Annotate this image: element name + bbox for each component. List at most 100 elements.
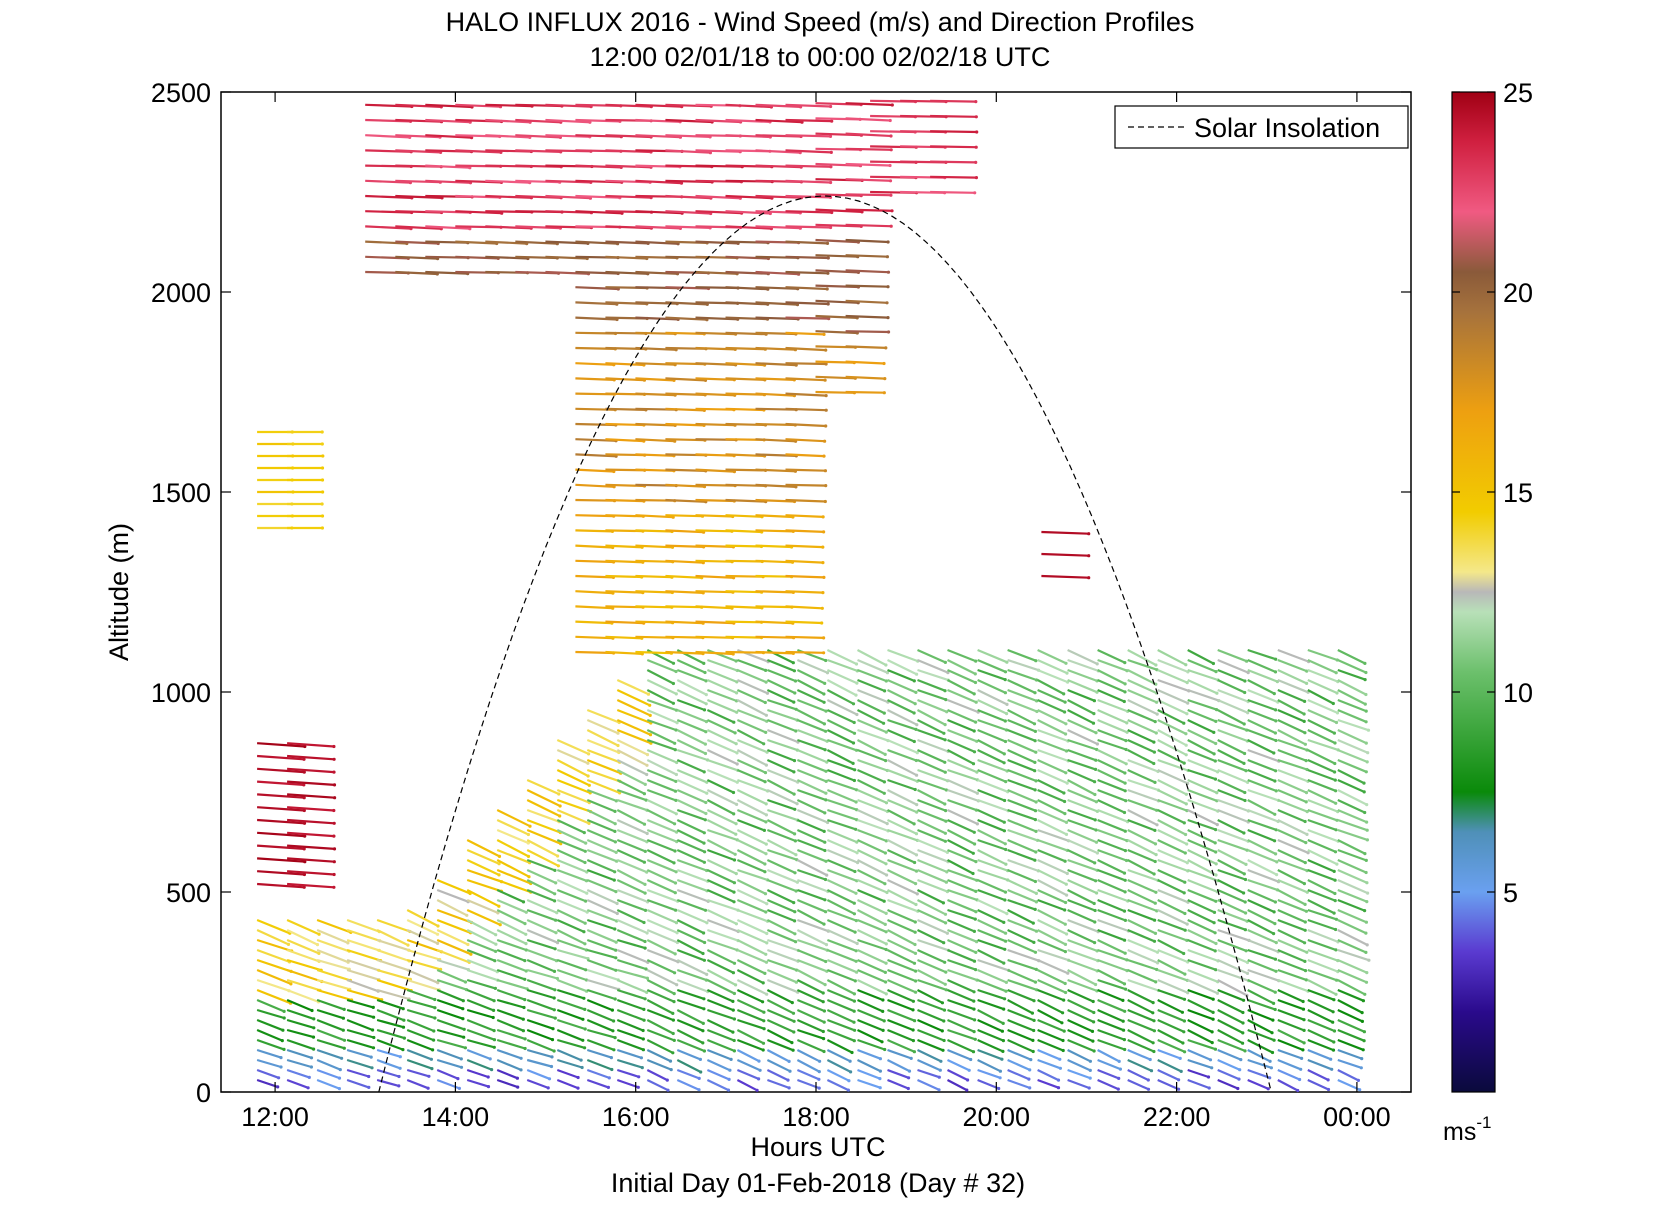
wind-arrow-head bbox=[1303, 941, 1307, 945]
wind-arrow bbox=[665, 498, 706, 503]
wind-arrow-head bbox=[302, 872, 306, 877]
wind-arrow bbox=[1277, 908, 1306, 924]
wind-arrow bbox=[766, 658, 795, 672]
wind-arrow-head bbox=[1214, 862, 1218, 866]
wind-arrow-head bbox=[587, 752, 591, 756]
wind-arrow-head bbox=[944, 880, 949, 884]
wind-arrow-head bbox=[1124, 858, 1129, 863]
wind-arrow bbox=[785, 194, 831, 199]
wind-arrow bbox=[1187, 788, 1218, 802]
wind-arrow bbox=[586, 828, 616, 843]
wind-arrow bbox=[436, 958, 469, 971]
wind-arrow-head bbox=[553, 988, 557, 992]
wind-arrow bbox=[256, 978, 290, 992]
wind-arrow bbox=[946, 749, 975, 765]
wind-arrow-head bbox=[1035, 699, 1039, 703]
wind-arrow-head bbox=[523, 922, 527, 926]
wind-arrow-head bbox=[735, 780, 739, 784]
wind-arrow-head bbox=[943, 912, 948, 916]
wind-arrow-head bbox=[1246, 671, 1250, 675]
wind-arrow bbox=[1247, 1078, 1269, 1090]
wind-arrow-head bbox=[971, 762, 976, 766]
wind-arrow bbox=[1007, 798, 1036, 812]
wind-arrow bbox=[496, 978, 528, 990]
wind-arrow-head bbox=[822, 1049, 826, 1054]
wind-arrow-head bbox=[793, 932, 797, 936]
wind-arrow-head bbox=[401, 1007, 405, 1011]
wind-arrow bbox=[646, 669, 674, 685]
wind-arrow bbox=[1247, 928, 1277, 944]
wind-arrow-head bbox=[888, 163, 892, 168]
wind-arrow bbox=[646, 1039, 674, 1054]
wind-arrow bbox=[707, 938, 738, 952]
wind-arrow-head bbox=[436, 932, 440, 936]
wind-arrow-head bbox=[1365, 838, 1369, 842]
wind-arrow bbox=[676, 1018, 704, 1032]
wind-arrow bbox=[1097, 788, 1127, 802]
wind-arrow-head bbox=[975, 791, 980, 795]
wind-arrow-head bbox=[823, 898, 827, 902]
wind-arrow bbox=[1127, 868, 1159, 882]
wind-arrow-head bbox=[854, 662, 859, 666]
wind-arrow-head bbox=[1364, 670, 1368, 675]
wind-arrow-head bbox=[888, 118, 892, 123]
wind-arrow bbox=[917, 1078, 940, 1091]
wind-arrow-head bbox=[912, 822, 916, 826]
wind-arrow-head bbox=[1004, 862, 1008, 866]
wind-arrow bbox=[1037, 919, 1068, 935]
wind-arrow-head bbox=[672, 861, 676, 865]
wind-arrow bbox=[526, 1048, 553, 1058]
wind-arrow-head bbox=[726, 1088, 731, 1092]
wind-arrow-head bbox=[279, 1056, 283, 1060]
wind-arrow bbox=[1037, 988, 1065, 1002]
wind-arrow bbox=[1307, 668, 1339, 683]
wind-arrow-head bbox=[1005, 702, 1009, 707]
wind-arrow bbox=[526, 879, 556, 895]
wind-arrow bbox=[977, 849, 1007, 866]
wind-arrow-head bbox=[431, 1048, 435, 1052]
wind-arrow bbox=[977, 1028, 1004, 1042]
wind-arrow-head bbox=[642, 1007, 646, 1012]
wind-arrow bbox=[1217, 958, 1248, 975]
wind-arrow-head bbox=[1331, 1020, 1335, 1024]
wind-arrow-head bbox=[853, 930, 857, 934]
wind-arrow-head bbox=[1244, 769, 1248, 773]
wind-arrow-head bbox=[854, 949, 858, 953]
wind-arrow bbox=[1187, 988, 1214, 1001]
wind-arrow-head bbox=[579, 1058, 583, 1062]
wind-arrow bbox=[1007, 718, 1036, 733]
wind-arrow-head bbox=[973, 191, 977, 195]
wind-arrow-head bbox=[972, 999, 976, 1003]
wind-arrow-head bbox=[823, 439, 827, 443]
wind-arrow bbox=[736, 678, 768, 695]
wind-arrow bbox=[917, 748, 946, 764]
wind-arrow bbox=[766, 999, 794, 1015]
wind-arrow bbox=[316, 1068, 340, 1080]
wind-arrow-head bbox=[830, 119, 834, 123]
wind-arrow bbox=[1307, 979, 1337, 996]
wind-arrow-head bbox=[884, 911, 888, 916]
wind-arrow bbox=[665, 529, 704, 534]
wind-arrow bbox=[1307, 1058, 1333, 1071]
wind-arrow-head bbox=[702, 1049, 707, 1053]
wind-arrow bbox=[977, 798, 1009, 812]
wind-arrow-head bbox=[1212, 752, 1216, 756]
wind-arrow-head bbox=[553, 892, 557, 896]
wind-arrow-head bbox=[1090, 1029, 1095, 1033]
wind-arrow bbox=[646, 979, 675, 995]
wind-arrow-head bbox=[882, 361, 886, 366]
wind-arrow bbox=[1037, 1028, 1064, 1042]
wind-arrow bbox=[1217, 838, 1248, 852]
wind-arrow-head bbox=[1063, 710, 1067, 714]
wind-arrow-head bbox=[755, 1088, 759, 1092]
legend-label: Solar Insolation bbox=[1194, 113, 1380, 143]
wind-arrow-head bbox=[332, 860, 336, 864]
wind-arrow bbox=[1067, 1028, 1094, 1043]
wind-arrow bbox=[1217, 739, 1246, 755]
wind-arrow-head bbox=[1334, 671, 1338, 675]
wind-arrow-head bbox=[884, 801, 889, 805]
wind-arrow bbox=[1127, 809, 1158, 826]
wind-arrow bbox=[526, 858, 556, 872]
wind-arrow bbox=[857, 1048, 881, 1060]
wind-arrow-head bbox=[332, 834, 336, 838]
